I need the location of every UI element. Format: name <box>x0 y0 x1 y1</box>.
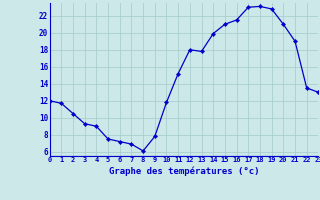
X-axis label: Graphe des températures (°c): Graphe des températures (°c) <box>109 166 259 176</box>
